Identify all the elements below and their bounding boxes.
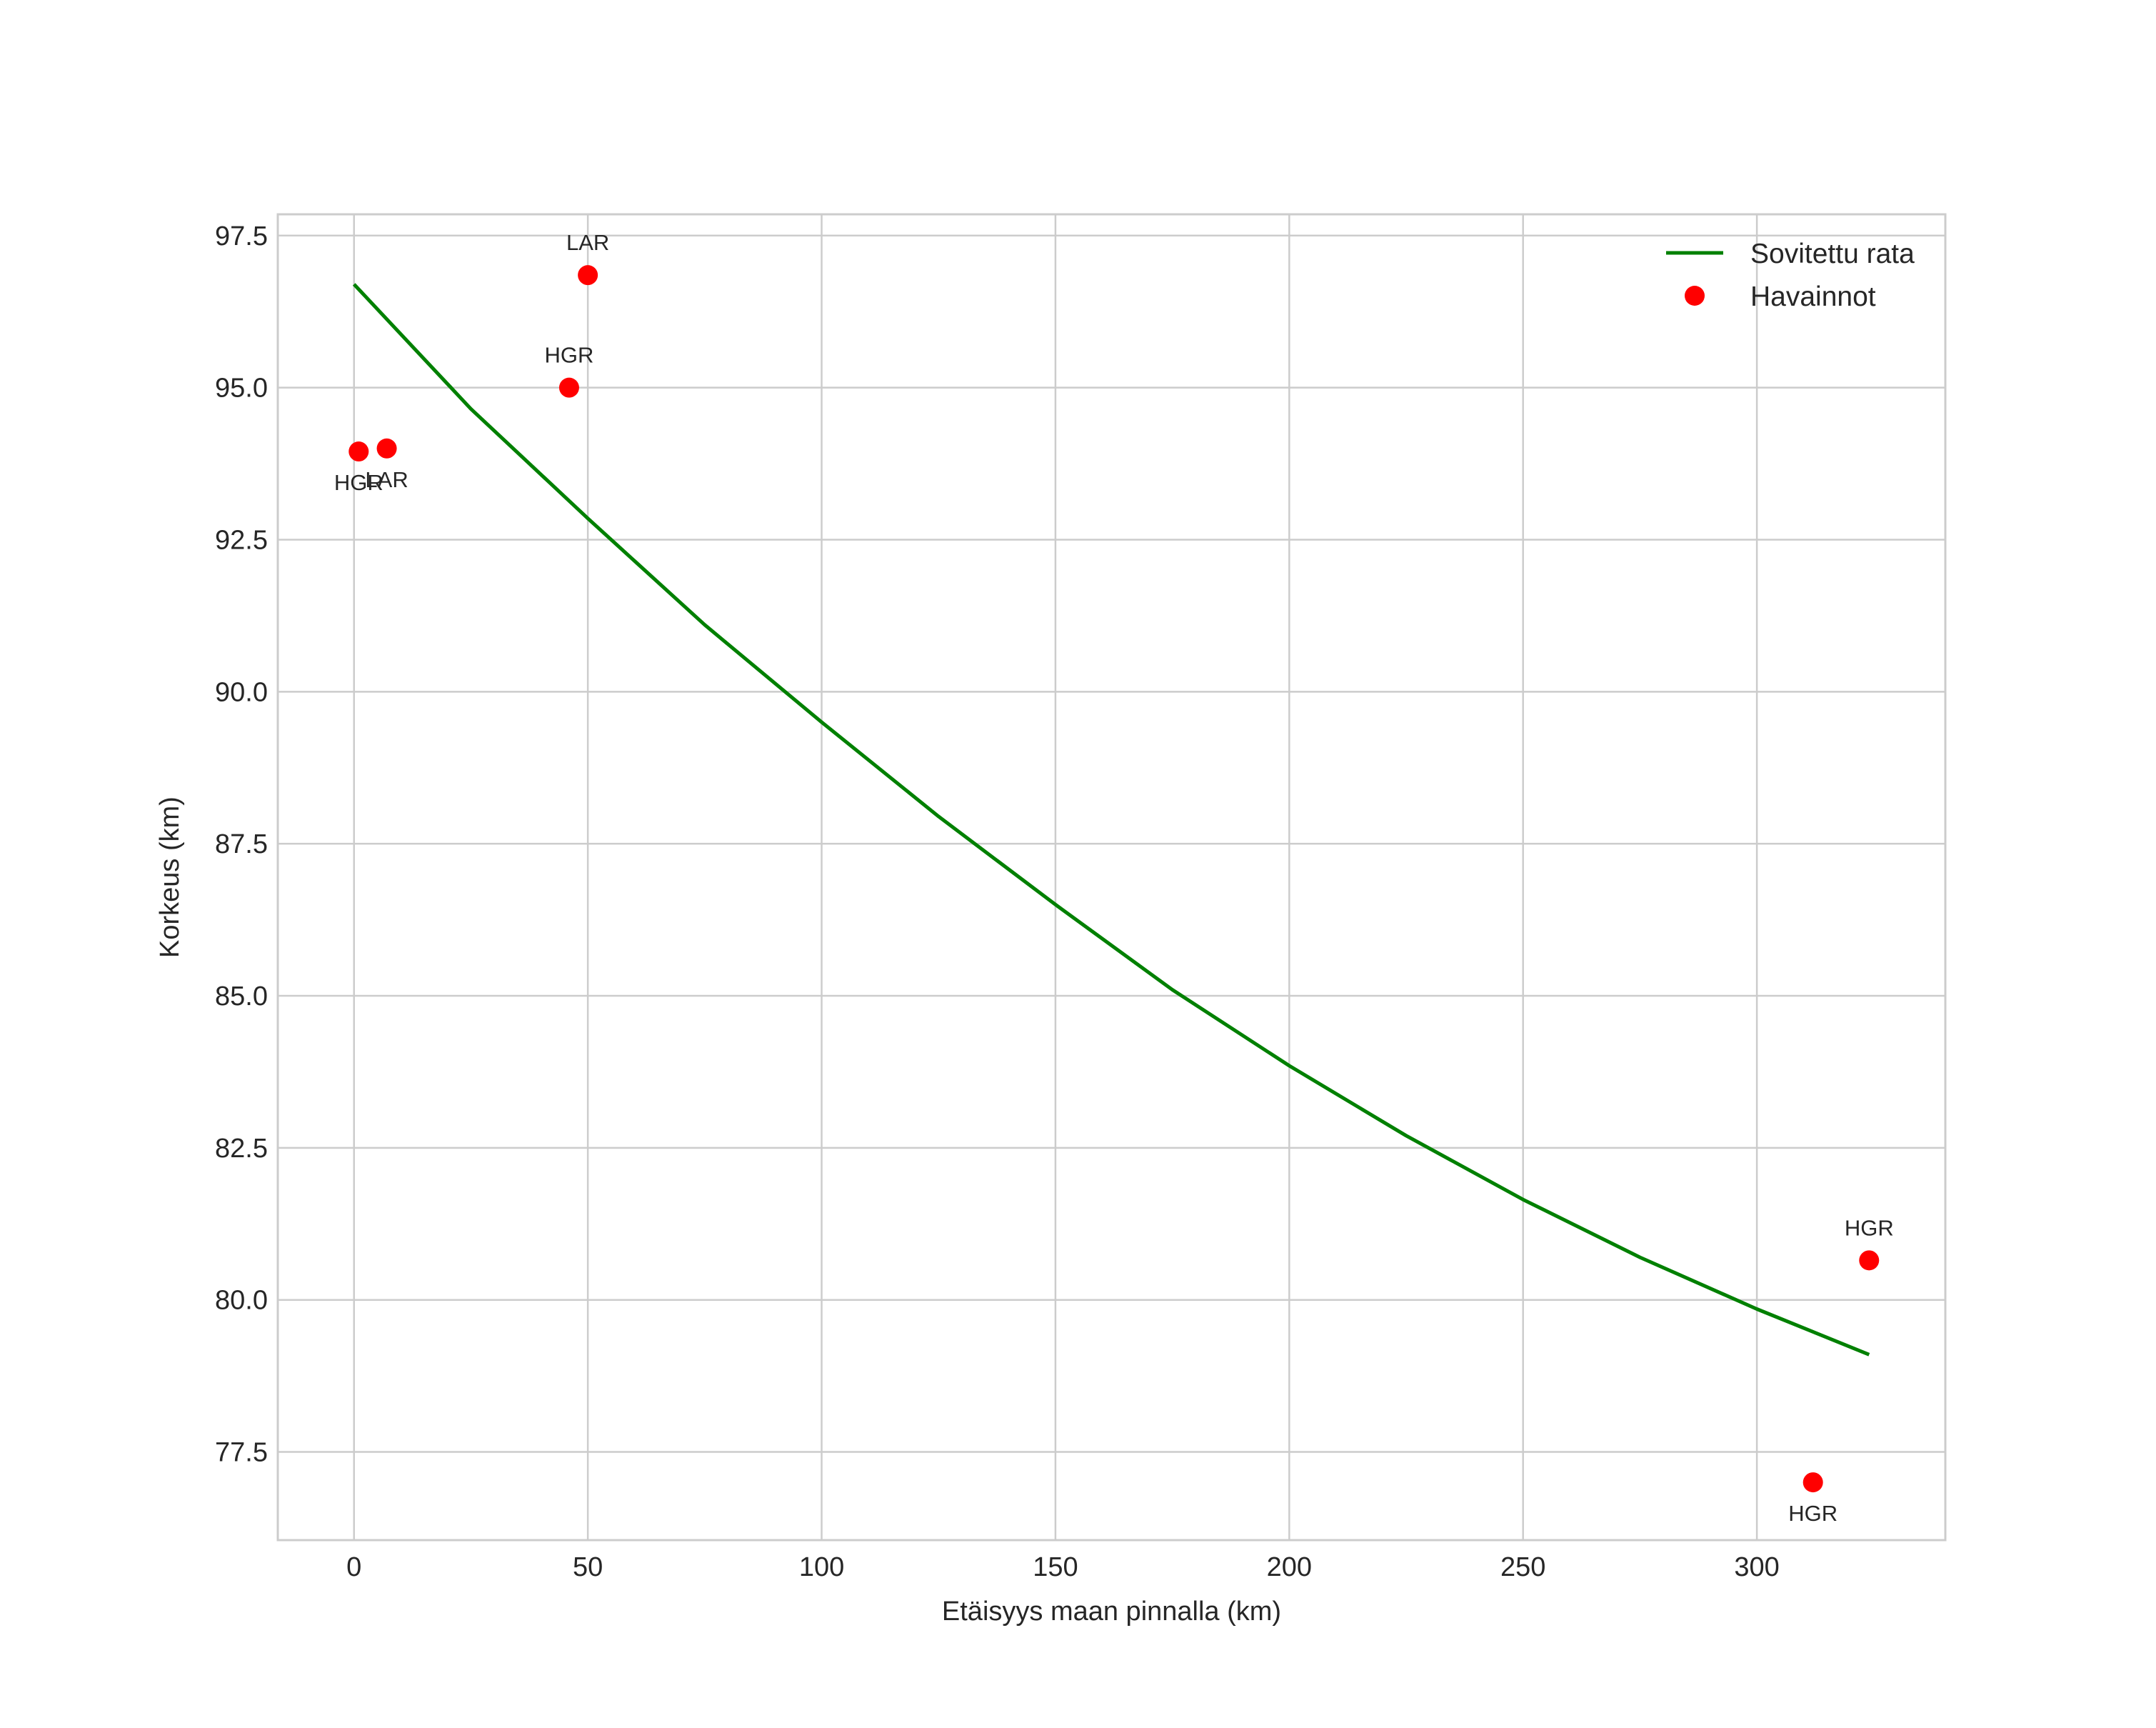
- y-tick-label: 82.5: [215, 1134, 268, 1164]
- y-tick-label: 92.5: [215, 525, 268, 555]
- x-axis-label: Etäisyys maan pinnalla (km): [942, 1597, 1281, 1627]
- fitted-trajectory-line: [352, 283, 1870, 1357]
- x-axis-ticks: 0 50 100 150 200 250 300: [346, 1552, 1780, 1582]
- observation-point: [376, 438, 397, 459]
- observation-point: [1859, 1250, 1880, 1271]
- y-axis-ticks: 77.5 80.0 82.5 85.0 87.5 90.0 92.5 95.0 97.5: [215, 221, 268, 1468]
- plot-area: [276, 213, 1947, 1542]
- y-tick-label: 97.5: [215, 221, 268, 251]
- plot-background: [278, 214, 1945, 1540]
- observation-label: HGR: [1788, 1501, 1837, 1526]
- observation-point: [578, 265, 598, 286]
- y-tick-label: 85.0: [215, 982, 268, 1012]
- x-tick-label: 200: [1267, 1552, 1312, 1582]
- y-tick-label: 80.0: [215, 1286, 268, 1316]
- observation-point: [1802, 1472, 1823, 1493]
- y-tick-label: 87.5: [215, 829, 268, 859]
- legend-marker-swatch: [1685, 286, 1705, 306]
- x-tick-label: 300: [1734, 1552, 1779, 1582]
- x-gridlines: [353, 214, 1758, 1540]
- observation-points: [349, 265, 1880, 1493]
- y-axis-label: Korkeus (km): [155, 796, 185, 958]
- observation-point: [349, 441, 369, 462]
- x-tick-label: 50: [573, 1552, 603, 1582]
- x-tick-label: 250: [1500, 1552, 1545, 1582]
- x-tick-label: 150: [1033, 1552, 1078, 1582]
- observation-label: HGR: [1845, 1215, 1894, 1240]
- observation-label: LAR: [566, 230, 609, 255]
- x-tick-label: 0: [346, 1552, 361, 1582]
- observation-point: [558, 377, 579, 398]
- observation-label: HGR: [544, 343, 593, 368]
- x-tick-label: 100: [799, 1552, 844, 1582]
- y-gridlines: [278, 234, 1945, 1453]
- legend-marker-label: Havainnot: [1750, 281, 1876, 312]
- y-tick-label: 95.0: [215, 374, 268, 404]
- plot-frame: [276, 213, 1947, 1542]
- y-tick-label: 90.0: [215, 677, 268, 707]
- observation-label: HGR: [334, 470, 383, 495]
- series-layer: [352, 283, 1870, 1357]
- y-tick-label: 77.5: [215, 1438, 268, 1468]
- legend: Sovitettu rata Havainnot: [1666, 239, 1915, 312]
- observation-label: LAR: [365, 467, 408, 492]
- legend-line-label: Sovitettu rata: [1750, 239, 1915, 269]
